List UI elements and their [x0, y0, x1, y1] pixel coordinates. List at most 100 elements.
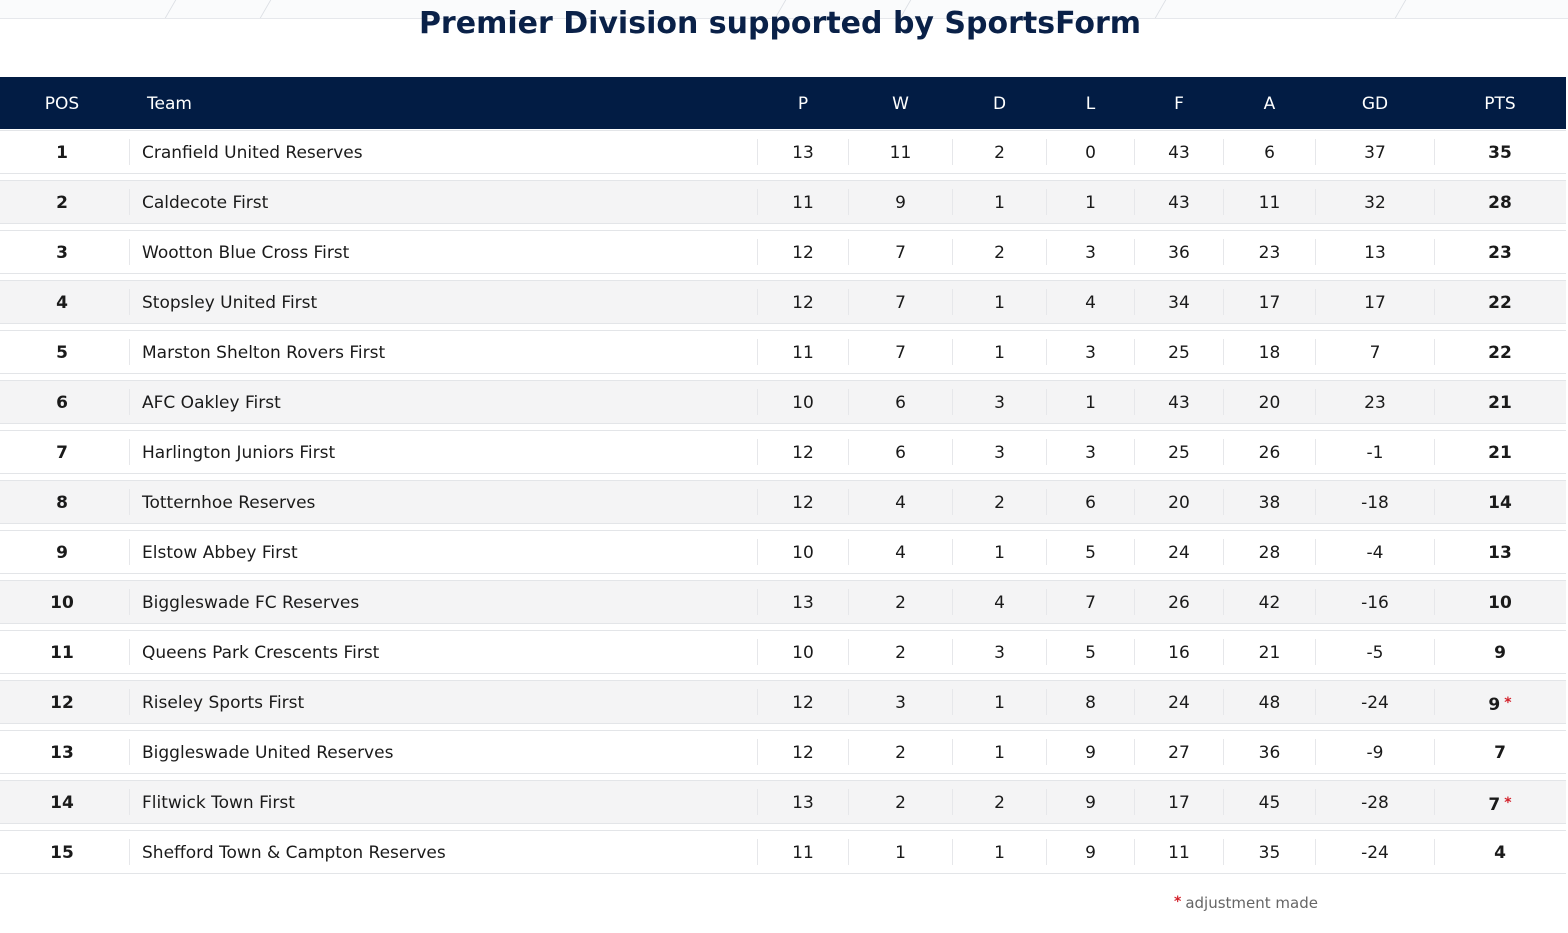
f-value: 11	[1168, 843, 1190, 863]
cell-divider	[848, 139, 849, 165]
l-value: 3	[1085, 243, 1096, 263]
cell-divider	[757, 839, 758, 865]
cell-divider	[1434, 389, 1435, 415]
cell-divider	[848, 789, 849, 815]
a-value: 6	[1264, 143, 1275, 163]
f-value: 24	[1168, 543, 1190, 563]
cell-divider	[952, 539, 953, 565]
cell-f: 25	[1135, 331, 1223, 373]
cell-divider	[1046, 639, 1047, 665]
cell-w: 7	[849, 231, 952, 273]
cell-l: 0	[1047, 131, 1134, 173]
cell-divider	[757, 389, 758, 415]
cell-pts: 21	[1435, 431, 1565, 473]
table-row: 7 Harlington Juniors First 12 6 3 3 25 26 -1 21	[0, 430, 1566, 474]
table-row: 14 Flitwick Town First 13 2 2 9 17 45 -28 7 *	[0, 780, 1566, 824]
cell-divider	[757, 789, 758, 815]
cell-w: 6	[849, 431, 952, 473]
pos-value: 14	[50, 793, 74, 813]
cell-a: 20	[1224, 381, 1315, 423]
gd-value: -16	[1361, 593, 1389, 613]
adjustment-marker: *	[1174, 894, 1182, 910]
cell-divider	[952, 289, 953, 315]
cell-team: Riseley Sports First	[130, 681, 750, 723]
cell-divider	[1434, 539, 1435, 565]
cell-divider	[129, 289, 130, 315]
a-value: 35	[1258, 843, 1281, 863]
cell-divider	[1315, 239, 1316, 265]
w-value: 6	[895, 443, 906, 463]
cell-divider	[1134, 439, 1135, 465]
d-value: 1	[994, 193, 1005, 213]
w-value: 2	[895, 793, 906, 813]
cell-l: 3	[1047, 331, 1134, 373]
pts-value: 9	[1488, 695, 1501, 715]
cell-team: Stopsley United First	[130, 281, 750, 323]
cell-divider	[129, 689, 130, 715]
cell-d: 2	[953, 231, 1046, 273]
column-header-pos: POS	[44, 94, 80, 114]
cell-divider	[757, 339, 758, 365]
p-value: 13	[792, 143, 814, 163]
cell-team: Marston Shelton Rovers First	[130, 331, 750, 373]
cell-f: 25	[1135, 431, 1223, 473]
cell-pos: 9	[22, 531, 102, 573]
cell-pos: 14	[22, 781, 102, 823]
cell-p: 12	[758, 431, 848, 473]
cell-divider	[952, 339, 953, 365]
cell-divider	[1315, 439, 1316, 465]
p-value: 12	[792, 443, 814, 463]
cell-l: 7	[1047, 581, 1134, 623]
cell-divider	[129, 439, 130, 465]
cell-team: Biggleswade FC Reserves	[130, 581, 750, 623]
cell-divider	[757, 589, 758, 615]
gd-value: -1	[1366, 443, 1384, 463]
pos-value: 12	[50, 693, 74, 713]
cell-gd: 13	[1316, 231, 1434, 273]
a-value: 20	[1258, 393, 1281, 413]
a-value: 48	[1258, 693, 1281, 713]
cell-l: 5	[1047, 631, 1134, 673]
team-name: Harlington Juniors First	[142, 443, 336, 463]
cell-divider	[848, 739, 849, 765]
adjustment-marker: *	[1504, 695, 1512, 711]
f-value: 43	[1168, 193, 1190, 213]
cell-a: 23	[1224, 231, 1315, 273]
league-table-header: POS Team P W D L F A GD PTS	[0, 77, 1566, 129]
cell-d: 1	[953, 281, 1046, 323]
cell-divider	[757, 189, 758, 215]
w-value: 7	[895, 293, 906, 313]
cell-divider	[1134, 589, 1135, 615]
cell-f: 27	[1135, 731, 1223, 773]
cell-l: 9	[1047, 731, 1134, 773]
pos-value: 4	[56, 293, 68, 313]
cell-divider	[1223, 439, 1224, 465]
pts-value: 23	[1488, 243, 1512, 263]
table-row: 2 Caldecote First 11 9 1 1 43 11 32 28	[0, 180, 1566, 224]
cell-d: 2	[953, 781, 1046, 823]
cell-l: 5	[1047, 531, 1134, 573]
cell-d: 2	[953, 481, 1046, 523]
cell-team: Caldecote First	[130, 181, 750, 223]
cell-divider	[129, 739, 130, 765]
team-name: Biggleswade FC Reserves	[142, 593, 360, 613]
w-value: 11	[889, 143, 912, 163]
cell-divider	[1046, 289, 1047, 315]
p-value: 12	[792, 293, 814, 313]
cell-a: 21	[1224, 631, 1315, 673]
d-value: 4	[994, 593, 1005, 613]
cell-pos: 6	[22, 381, 102, 423]
cell-divider	[1434, 839, 1435, 865]
cell-p: 11	[758, 181, 848, 223]
gd-value: 37	[1364, 143, 1386, 163]
cell-divider	[952, 139, 953, 165]
cell-divider	[757, 239, 758, 265]
page-title: Premier Division supported by SportsForm	[418, 6, 1142, 40]
pts-value: 28	[1488, 193, 1512, 213]
w-value: 7	[895, 243, 906, 263]
cell-f: 24	[1135, 681, 1223, 723]
cell-w: 2	[849, 631, 952, 673]
cell-a: 11	[1224, 181, 1315, 223]
cell-divider	[1046, 439, 1047, 465]
p-value: 13	[792, 593, 814, 613]
